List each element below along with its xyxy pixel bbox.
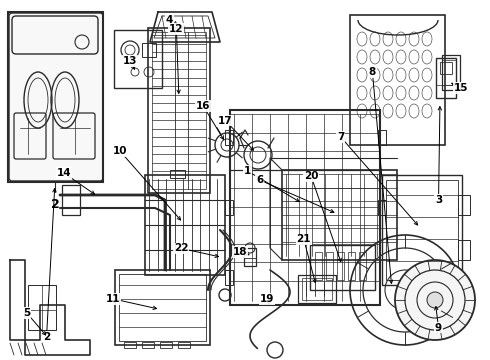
Bar xyxy=(359,252,366,280)
Bar xyxy=(114,30,162,88)
Text: 11: 11 xyxy=(105,294,120,304)
Text: 17: 17 xyxy=(218,116,233,126)
Bar xyxy=(442,55,460,90)
Bar xyxy=(119,274,206,341)
Bar xyxy=(142,43,156,57)
Bar xyxy=(302,278,332,300)
Text: 2: 2 xyxy=(50,198,59,211)
Bar xyxy=(8,12,103,182)
Text: 1: 1 xyxy=(244,166,251,176)
Bar xyxy=(230,110,380,305)
Bar xyxy=(382,175,462,285)
Text: 7: 7 xyxy=(337,132,344,142)
Text: 3: 3 xyxy=(435,195,442,205)
Bar xyxy=(148,28,210,193)
Bar xyxy=(152,32,206,189)
Text: 18: 18 xyxy=(233,247,247,257)
Text: 10: 10 xyxy=(113,146,127,156)
Bar xyxy=(115,270,210,345)
Text: 12: 12 xyxy=(169,24,184,34)
Circle shape xyxy=(427,292,443,308)
Bar xyxy=(282,170,397,260)
Bar xyxy=(178,342,190,348)
Bar xyxy=(28,285,56,330)
Text: 16: 16 xyxy=(196,101,211,111)
Bar xyxy=(350,15,445,145)
Text: 14: 14 xyxy=(56,168,71,178)
Text: 19: 19 xyxy=(260,294,274,304)
Bar xyxy=(145,175,225,275)
Text: 5: 5 xyxy=(24,308,30,318)
Bar xyxy=(160,342,172,348)
Text: 8: 8 xyxy=(369,67,376,77)
Bar xyxy=(442,60,456,85)
Bar xyxy=(310,245,375,290)
Bar xyxy=(225,200,233,215)
Text: 21: 21 xyxy=(296,234,311,244)
Bar xyxy=(142,342,154,348)
Text: 2: 2 xyxy=(43,332,50,342)
Bar xyxy=(298,275,336,303)
Text: 6: 6 xyxy=(256,175,263,185)
Bar xyxy=(124,342,136,348)
Bar xyxy=(458,195,470,215)
Bar xyxy=(458,240,470,260)
Circle shape xyxy=(395,260,475,340)
Bar xyxy=(225,130,233,145)
Bar xyxy=(225,270,233,285)
Bar xyxy=(436,58,456,98)
Text: 15: 15 xyxy=(453,83,468,93)
Text: 22: 22 xyxy=(174,243,189,253)
Bar xyxy=(62,185,80,215)
Bar xyxy=(348,252,355,280)
Bar xyxy=(337,252,344,280)
Text: 4: 4 xyxy=(165,15,173,25)
Text: 9: 9 xyxy=(435,323,442,333)
Text: 13: 13 xyxy=(122,56,137,66)
Bar xyxy=(386,180,458,280)
Bar xyxy=(326,252,333,280)
Bar xyxy=(170,170,185,178)
Bar xyxy=(440,62,452,74)
Bar xyxy=(315,252,322,280)
Bar xyxy=(378,130,386,145)
Text: 20: 20 xyxy=(304,171,318,181)
Bar xyxy=(244,248,256,266)
Bar xyxy=(378,200,386,215)
